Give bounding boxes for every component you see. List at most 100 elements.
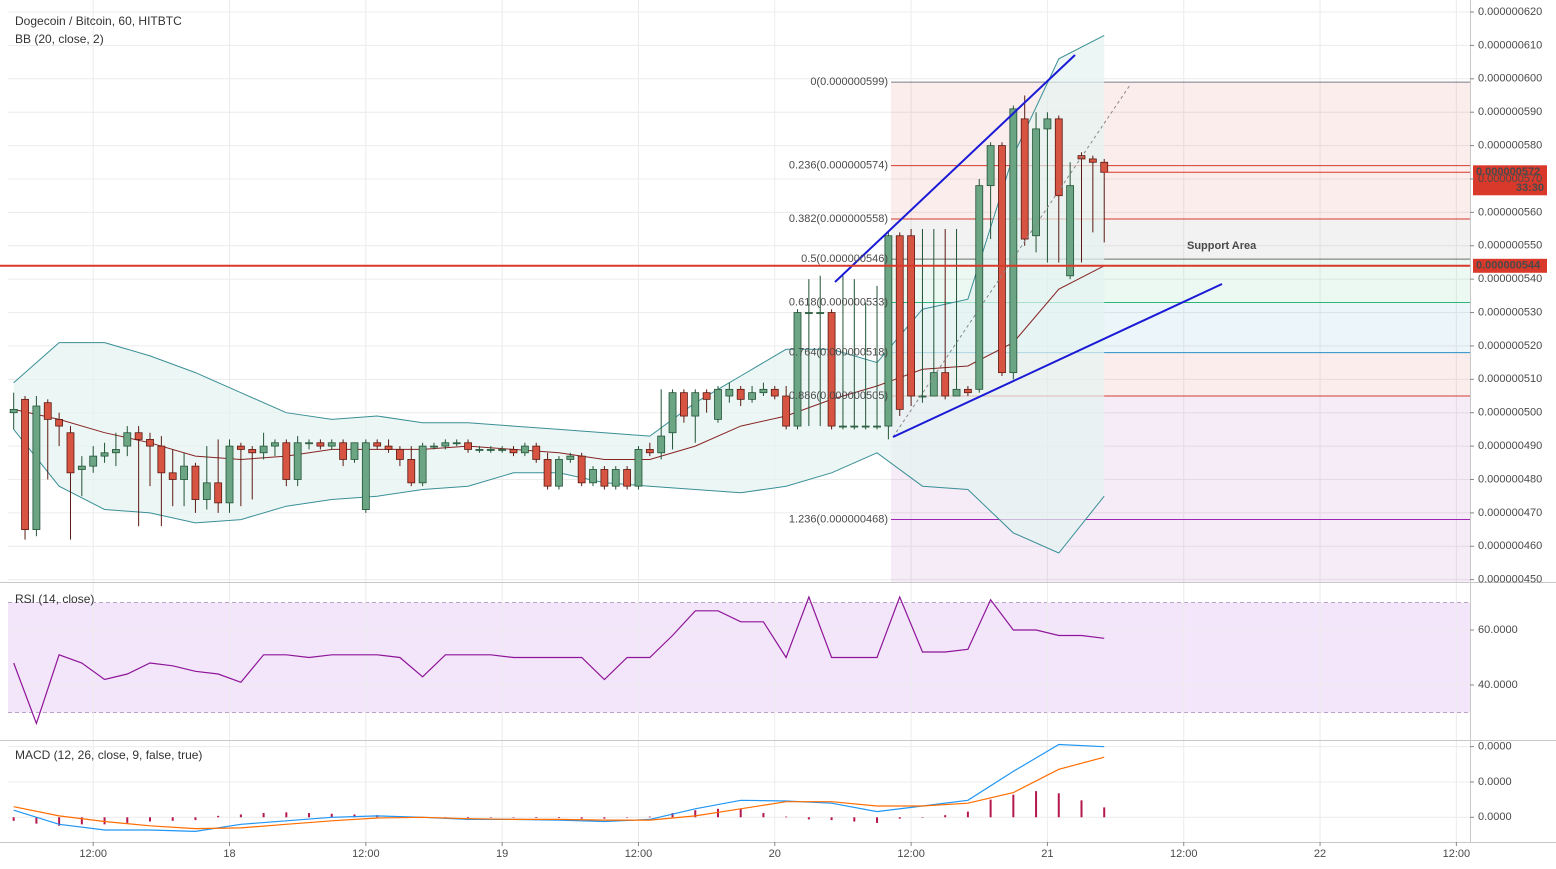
chart-title: Dogecoin / Bitcoin, 60, HITBTC xyxy=(15,14,182,28)
fib-zone xyxy=(891,519,1470,582)
macd-histogram-bar xyxy=(716,808,719,818)
macd-histogram-bar xyxy=(626,817,629,818)
candle-body xyxy=(611,469,620,487)
x-tick-label: 21 xyxy=(1041,848,1053,860)
y-tick-label: 0.000000600 xyxy=(1478,73,1542,85)
fib-zone xyxy=(891,82,1470,166)
candle-body xyxy=(555,459,563,487)
rsi-title: RSI (14, close) xyxy=(15,592,94,606)
x-tick-label: 18 xyxy=(223,848,235,860)
candle-body xyxy=(793,312,802,427)
y-tick-label: 0.000000520 xyxy=(1478,340,1542,352)
candle-body xyxy=(736,388,745,400)
overlay: 0(0.000000599) 0.236(0.000000574) 0.382(0.… xyxy=(0,76,1547,525)
candle-body xyxy=(748,392,756,400)
macd-histogram-bar xyxy=(512,817,515,818)
macd-histogram-bar xyxy=(1012,794,1015,818)
candle-body xyxy=(293,442,302,480)
candle-body xyxy=(963,388,972,394)
y-tick-label: 0.000000510 xyxy=(1478,373,1542,385)
candle-body xyxy=(770,388,779,397)
candle-body xyxy=(350,442,359,460)
x-tick-label: 12:00 xyxy=(1443,848,1471,860)
candle-body xyxy=(520,445,529,454)
candles xyxy=(9,95,1109,540)
fib-label: 0.382(0.000000558) xyxy=(789,213,888,225)
candle-body xyxy=(918,395,927,398)
fib-label: 0.5(0.000000546) xyxy=(801,253,888,265)
drawings xyxy=(834,54,1223,438)
candle-body xyxy=(1043,118,1052,130)
candle-body xyxy=(396,449,404,460)
macd-histogram-bar xyxy=(580,817,583,819)
y-tick-label: 40.0000 xyxy=(1478,679,1518,691)
y-tick-label: 0.000000550 xyxy=(1478,240,1542,252)
candle-body xyxy=(55,418,64,427)
y-tick-label: 0.0000 xyxy=(1478,776,1512,788)
candle-body xyxy=(668,392,677,434)
macd-histogram-bar xyxy=(353,814,356,818)
candle-body xyxy=(327,442,336,447)
macd-histogram-bar xyxy=(966,811,969,818)
rsi-line xyxy=(13,595,1105,726)
macd-histogram-bar xyxy=(785,816,788,818)
fib-label: 0.618(0.000000533) xyxy=(789,296,888,308)
panel-backgrounds xyxy=(8,602,1470,714)
candle-body xyxy=(202,482,211,500)
candle-body xyxy=(384,445,393,450)
macd-histogram-bar xyxy=(217,815,220,818)
y-tick-label: 0.0000 xyxy=(1478,811,1512,823)
candle-body xyxy=(657,435,666,454)
support-price-box xyxy=(1473,258,1547,273)
candle-body xyxy=(691,392,700,417)
macd-histogram-bar xyxy=(58,817,61,826)
candle-body xyxy=(418,445,427,484)
candle-body xyxy=(32,405,41,530)
macd-histogram-bar xyxy=(921,817,924,818)
candle-body xyxy=(907,235,916,397)
candle-body xyxy=(929,372,938,397)
candle-body xyxy=(998,145,1006,374)
candle-body xyxy=(1100,161,1109,173)
fib-label: 0.236(0.000000574) xyxy=(789,160,888,172)
macd-histogram-bar xyxy=(876,817,879,823)
y-tick-label: 0.000000460 xyxy=(1478,540,1542,552)
candle-body xyxy=(986,145,995,187)
candle-body xyxy=(827,312,836,427)
candle-body xyxy=(702,392,711,400)
candle-body xyxy=(714,388,722,420)
candle-body xyxy=(645,449,654,454)
macd-histogram-bar xyxy=(148,817,151,822)
candle-body xyxy=(566,455,575,460)
indicator-title: BB (20, close, 2) xyxy=(15,32,104,46)
macd-histogram-bar xyxy=(80,817,83,825)
candle-body xyxy=(168,472,177,480)
candle-body xyxy=(236,445,245,450)
candle-body xyxy=(407,459,416,484)
macd-histogram-bar xyxy=(194,817,197,821)
y-tick-label: 0.000000580 xyxy=(1478,139,1542,151)
candle-body xyxy=(373,442,382,447)
candle-body xyxy=(577,455,586,484)
candle-body xyxy=(895,235,904,410)
candle-body xyxy=(66,432,75,474)
candle-body xyxy=(589,469,597,484)
macd-histogram-bar xyxy=(853,817,856,822)
candle-body xyxy=(873,425,881,428)
support-text: Support Area xyxy=(1187,240,1257,252)
candle-body xyxy=(804,312,813,314)
macd-histogram-bar xyxy=(239,814,242,818)
countdown-label: 33:30 xyxy=(1516,182,1544,194)
candle-body xyxy=(680,392,688,417)
lower-trend-line xyxy=(892,283,1223,438)
macd-title: MACD (12, 26, close, 9, false, true) xyxy=(15,748,202,762)
upper-trend-line xyxy=(834,54,1076,283)
candle-body xyxy=(316,442,325,447)
y-tick-label: 0.000000560 xyxy=(1478,206,1542,218)
macd-histogram-bar xyxy=(807,817,810,820)
candle-body xyxy=(850,425,859,428)
y-tick-label: 0.000000540 xyxy=(1478,273,1542,285)
y-tick-label: 0.000000500 xyxy=(1478,407,1542,419)
